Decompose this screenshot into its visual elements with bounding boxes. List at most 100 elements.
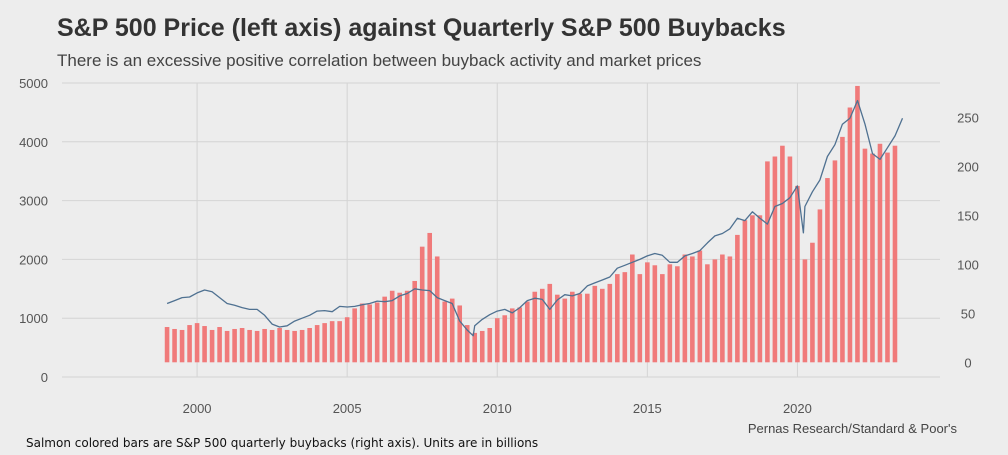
buyback-bar-2006Q2 (382, 296, 387, 363)
right-tick-label: 250 (957, 110, 979, 125)
buyback-bar-2008Q4 (457, 305, 463, 363)
buyback-bar-2022Q2 (862, 148, 868, 363)
x-tick-label: 2010 (483, 401, 512, 416)
buyback-bar-2010Q4 (517, 307, 523, 363)
x-tick-label: 2000 (183, 401, 212, 416)
x-tick-label: 2015 (633, 401, 662, 416)
buyback-bar-2006Q1 (374, 302, 380, 363)
buyback-bar-2001Q3 (239, 328, 245, 363)
buyback-bar-2004Q4 (337, 321, 342, 363)
left-tick-label: 5000 (19, 76, 48, 91)
x-axis-ticks: 2000 2005 2010 2015 2020 (183, 401, 812, 416)
buyback-bar-2011Q2 (532, 291, 538, 363)
buyback-bar-2017Q2 (712, 259, 718, 363)
buyback-bar-2009Q1 (464, 325, 470, 363)
left-tick-label: 0 (41, 370, 48, 385)
buyback-bar-2011Q4 (547, 283, 553, 363)
buyback-bar-2012Q4 (577, 293, 583, 363)
buyback-bar-2016Q4 (697, 250, 703, 363)
right-axis-ticks: 0 50 100 150 200 250 (957, 110, 979, 370)
buyback-bar-2007Q4 (427, 232, 433, 363)
buyback-bar-2020Q3 (810, 242, 815, 363)
buyback-bar-2006Q4 (397, 292, 402, 363)
buyback-bar-2001Q4 (247, 329, 252, 363)
buyback-bar-2021Q2 (832, 160, 838, 363)
buyback-bar-2014Q3 (630, 254, 635, 363)
left-tick-label: 1000 (19, 311, 48, 326)
buyback-bar-2015Q2 (652, 265, 658, 363)
price-series-line (166, 99, 904, 337)
buyback-bar-2013Q3 (600, 288, 605, 363)
buyback-bar-2004Q3 (329, 321, 335, 363)
buyback-bar-2005Q2 (352, 308, 357, 363)
buyback-bar-2003Q2 (292, 330, 297, 363)
buyback-bar-2022Q3 (870, 153, 875, 363)
buyback-bar-2006Q3 (389, 290, 395, 363)
buyback-bar-2018Q3 (750, 215, 755, 363)
right-tick-label: 150 (957, 208, 979, 223)
buyback-bar-2019Q3 (780, 145, 785, 363)
buyback-bar-2007Q2 (412, 280, 418, 363)
buyback-bar-2014Q4 (637, 274, 643, 363)
buyback-bar-2001Q1 (224, 330, 230, 363)
left-tick-label: 3000 (19, 194, 48, 209)
buyback-bar-2002Q4 (277, 328, 282, 363)
buyback-bar-2007Q1 (404, 290, 410, 363)
right-tick-label: 50 (961, 306, 975, 321)
gridlines (62, 82, 940, 378)
x-tick-label: 2020 (783, 401, 812, 416)
buyback-bar-2015Q4 (667, 264, 673, 363)
buyback-bar-2003Q3 (299, 329, 305, 363)
buyback-bar-2019Q4 (787, 156, 793, 363)
buyback-bar-2003Q4 (307, 328, 312, 363)
buyback-bar-2002Q2 (262, 328, 267, 363)
right-tick-label: 200 (957, 159, 979, 174)
buyback-bar-2014Q2 (622, 272, 628, 363)
buyback-bar-2021Q4 (847, 107, 853, 363)
buyback-bar-2023Q1 (885, 152, 890, 363)
buyback-bar-2017Q3 (720, 254, 725, 363)
buyback-bar-2010Q2 (502, 315, 508, 363)
buyback-bar-2016Q3 (690, 256, 695, 363)
left-tick-label: 4000 (19, 135, 48, 150)
buyback-bar-2020Q2 (802, 259, 808, 363)
chart-title: S&P 500 Price (left axis) against Quarte… (57, 14, 786, 42)
buyback-bar-2013Q2 (592, 285, 598, 363)
buyback-bar-2017Q4 (727, 256, 733, 363)
buyback-bar-2013Q1 (584, 293, 590, 363)
chart-subtitle: There is an excessive positive correlati… (57, 51, 702, 70)
buyback-bar-2000Q3 (209, 329, 215, 363)
buyback-bar-2020Q4 (817, 209, 823, 363)
buyback-bar-2002Q1 (254, 330, 260, 363)
buyback-bar-2010Q3 (509, 308, 515, 363)
buyback-bar-2021Q1 (825, 178, 830, 363)
buyback-bar-2017Q1 (705, 264, 710, 363)
buyback-bar-2005Q4 (367, 304, 372, 363)
buyback-bar-2009Q2 (472, 332, 478, 363)
buyback-bar-2000Q2 (202, 326, 207, 363)
buyback-bar-2001Q2 (232, 328, 237, 363)
buyback-bar-1999Q2 (172, 328, 177, 363)
buyback-bar-2009Q3 (479, 330, 485, 363)
buyback-bar-1999Q3 (179, 329, 185, 363)
buyback-bar-2008Q1 (434, 256, 440, 363)
right-tick-label: 0 (964, 355, 971, 370)
buyback-bar-2010Q1 (494, 318, 500, 363)
buyback-bar-2018Q4 (757, 215, 763, 363)
buyback-bar-2019Q1 (765, 161, 770, 363)
buyback-bar-2003Q1 (284, 329, 290, 363)
buyback-bar-2018Q2 (742, 220, 748, 363)
buyback-bar-2007Q3 (419, 246, 425, 363)
footnote: Salmon colored bars are S&P 500 quarterl… (26, 436, 539, 450)
left-tick-label: 2000 (19, 252, 48, 267)
buyback-bar-2021Q3 (840, 136, 845, 363)
buyback-bar-2011Q3 (539, 288, 545, 363)
buyback-bar-2022Q1 (855, 85, 860, 363)
buyback-bar-2008Q2 (442, 301, 448, 363)
buyback-bar-2012Q2 (562, 298, 568, 363)
buyback-bar-2022Q4 (877, 143, 883, 363)
buyback-bar-2012Q1 (554, 294, 560, 363)
buyback-bar-2020Q1 (795, 185, 800, 363)
buyback-bar-2005Q3 (359, 303, 365, 363)
